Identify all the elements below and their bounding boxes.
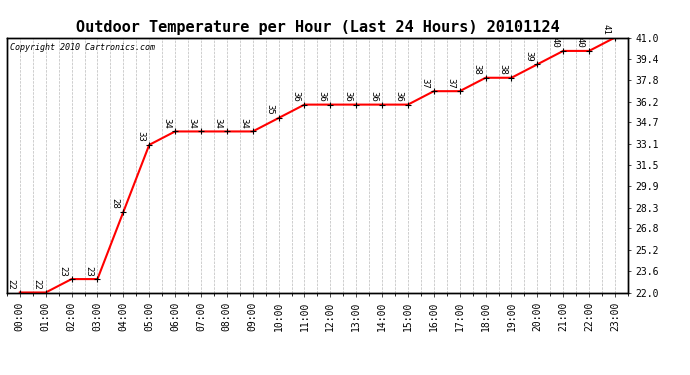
Text: 23: 23 [84,266,93,276]
Text: 37: 37 [421,78,430,88]
Text: 38: 38 [473,64,482,75]
Text: 40: 40 [576,38,585,48]
Text: 34: 34 [239,118,248,129]
Text: 33: 33 [136,131,145,142]
Text: 22: 22 [7,279,16,290]
Text: 34: 34 [188,118,197,129]
Text: 37: 37 [446,78,455,88]
Text: 35: 35 [266,105,275,115]
Text: Copyright 2010 Cartronics.com: Copyright 2010 Cartronics.com [10,43,155,52]
Text: 36: 36 [369,91,378,102]
Text: 34: 34 [214,118,223,129]
Text: 36: 36 [317,91,326,102]
Text: 40: 40 [550,38,559,48]
Text: 36: 36 [291,91,300,102]
Text: 22: 22 [32,279,41,290]
Text: 36: 36 [395,91,404,102]
Text: 28: 28 [110,198,119,209]
Text: 38: 38 [498,64,507,75]
Text: 34: 34 [162,118,171,129]
Title: Outdoor Temperature per Hour (Last 24 Hours) 20101124: Outdoor Temperature per Hour (Last 24 Ho… [76,20,559,35]
Text: 23: 23 [59,266,68,276]
Text: 36: 36 [343,91,352,102]
Text: 39: 39 [524,51,533,62]
Text: 41: 41 [602,24,611,35]
